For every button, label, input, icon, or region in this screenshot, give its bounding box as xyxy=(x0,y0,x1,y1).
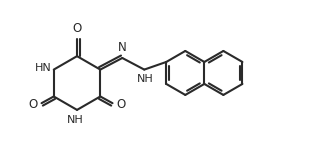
Text: HN: HN xyxy=(35,63,52,73)
Text: O: O xyxy=(117,98,126,111)
Text: N: N xyxy=(118,41,127,54)
Text: NH: NH xyxy=(137,74,154,84)
Text: O: O xyxy=(72,22,82,35)
Text: O: O xyxy=(28,98,37,111)
Text: NH: NH xyxy=(67,115,84,125)
